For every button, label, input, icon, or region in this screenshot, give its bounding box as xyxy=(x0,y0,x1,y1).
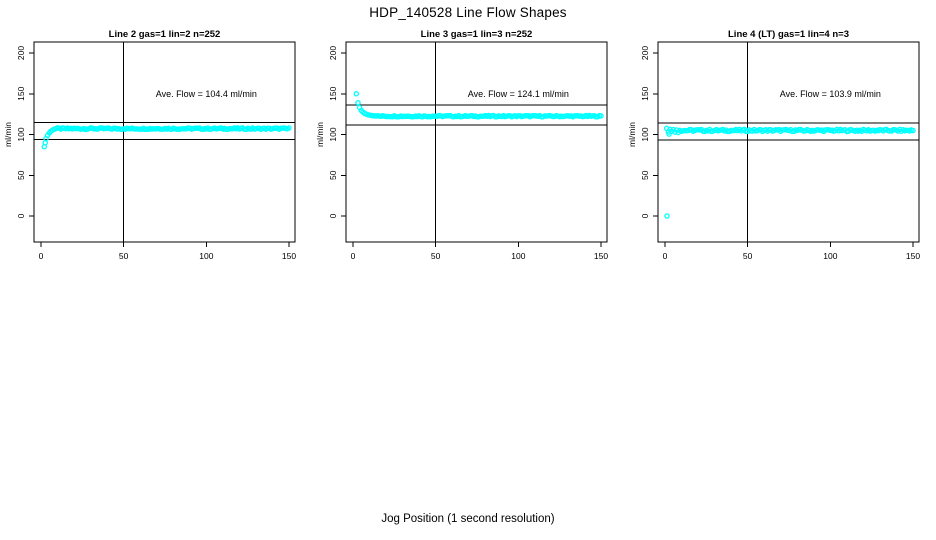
plot-box xyxy=(33,41,296,243)
y-axis-tick-label: 200 xyxy=(16,46,26,60)
x-axis-tick-label: 100 xyxy=(823,251,837,261)
y-axis-tick-label: 100 xyxy=(328,127,338,141)
panel-title: Line 2 gas=1 lin=2 n=252 xyxy=(109,29,221,40)
flow-panel: Line 4 (LT) gas=1 lin=4 n=3 0 50 100 150 200 m… xyxy=(627,29,920,261)
x-axis-tick-label: 0 xyxy=(663,251,668,261)
x-axis-label: Jog Position (1 second resolution) xyxy=(381,513,555,525)
x-axis-tick-label: 150 xyxy=(906,251,920,261)
y-axis-tick-label: 200 xyxy=(640,46,650,60)
ave-flow-annotation: Ave. Flow = 103.9 ml/min xyxy=(780,89,881,99)
y-axis-tick-label: 150 xyxy=(640,86,650,100)
y-axis-tick-label: 200 xyxy=(328,46,338,60)
panels-row: Line 2 gas=1 lin=2 n=252 0 50 100 150 200 ml/m… xyxy=(0,28,936,268)
x-axis-tick-label: 50 xyxy=(119,251,129,261)
x-axis-tick-label: 150 xyxy=(594,251,608,261)
data-points xyxy=(353,91,604,120)
y-axis-tick-label: 150 xyxy=(16,86,26,100)
panel-title: Line 3 gas=1 lin=3 n=252 xyxy=(421,29,533,40)
x-axis-tick-label: 150 xyxy=(282,251,296,261)
data-points xyxy=(663,125,916,219)
y-axis-tick-label: 50 xyxy=(640,170,650,180)
data-points xyxy=(41,125,292,150)
plot-box xyxy=(345,41,608,243)
x-axis-tick-label: 0 xyxy=(351,251,356,261)
flow-panel: Line 3 gas=1 lin=3 n=252 0 50 100 150 200 ml/m… xyxy=(315,29,608,261)
data-point xyxy=(664,213,670,219)
flow-panel: Line 2 gas=1 lin=2 n=252 0 50 100 150 200 ml/m… xyxy=(3,29,296,261)
data-point xyxy=(355,99,361,106)
y-axis-tick-label: 100 xyxy=(16,127,26,141)
plot-box xyxy=(657,41,920,243)
y-axis-tick-label: 50 xyxy=(16,170,26,180)
data-point xyxy=(598,113,604,119)
y-axis-tick-label: 100 xyxy=(640,127,650,141)
x-axis-tick-label: 100 xyxy=(199,251,213,261)
x-axis-tick-label: 0 xyxy=(39,251,44,261)
data-point xyxy=(353,91,360,97)
x-axis-tick-label: 50 xyxy=(743,251,753,261)
panel-cell: Line 2 gas=1 lin=2 n=252 0 50 100 150 200 ml/m… xyxy=(0,28,312,268)
x-axis-tick-label: 100 xyxy=(511,251,525,261)
y-axis-tick-label: 0 xyxy=(328,213,338,218)
y-axis-label: ml/min xyxy=(3,122,13,147)
data-point xyxy=(286,125,292,131)
y-axis-tick-label: 0 xyxy=(16,213,26,218)
panel-cell: Line 3 gas=1 lin=3 n=252 0 50 100 150 200 ml/m… xyxy=(312,28,624,268)
chart-title: HDP_140528 Line Flow Shapes xyxy=(369,5,567,20)
y-axis-tick-label: 150 xyxy=(328,86,338,100)
panel-cell: Line 4 (LT) gas=1 lin=4 n=3 0 50 100 150 200 m… xyxy=(624,28,936,268)
ave-flow-annotation: Ave. Flow = 124.1 ml/min xyxy=(468,89,569,99)
data-point xyxy=(910,127,916,134)
x-axis-tick-label: 50 xyxy=(431,251,441,261)
y-axis-label: ml/min xyxy=(627,122,637,147)
ave-flow-annotation: Ave. Flow = 104.4 ml/min xyxy=(156,89,257,99)
y-axis-label: ml/min xyxy=(315,122,325,147)
panel-title: Line 4 (LT) gas=1 lin=4 n=3 xyxy=(728,29,849,40)
y-axis-tick-label: 50 xyxy=(328,170,338,180)
y-axis-tick-label: 0 xyxy=(640,213,650,218)
